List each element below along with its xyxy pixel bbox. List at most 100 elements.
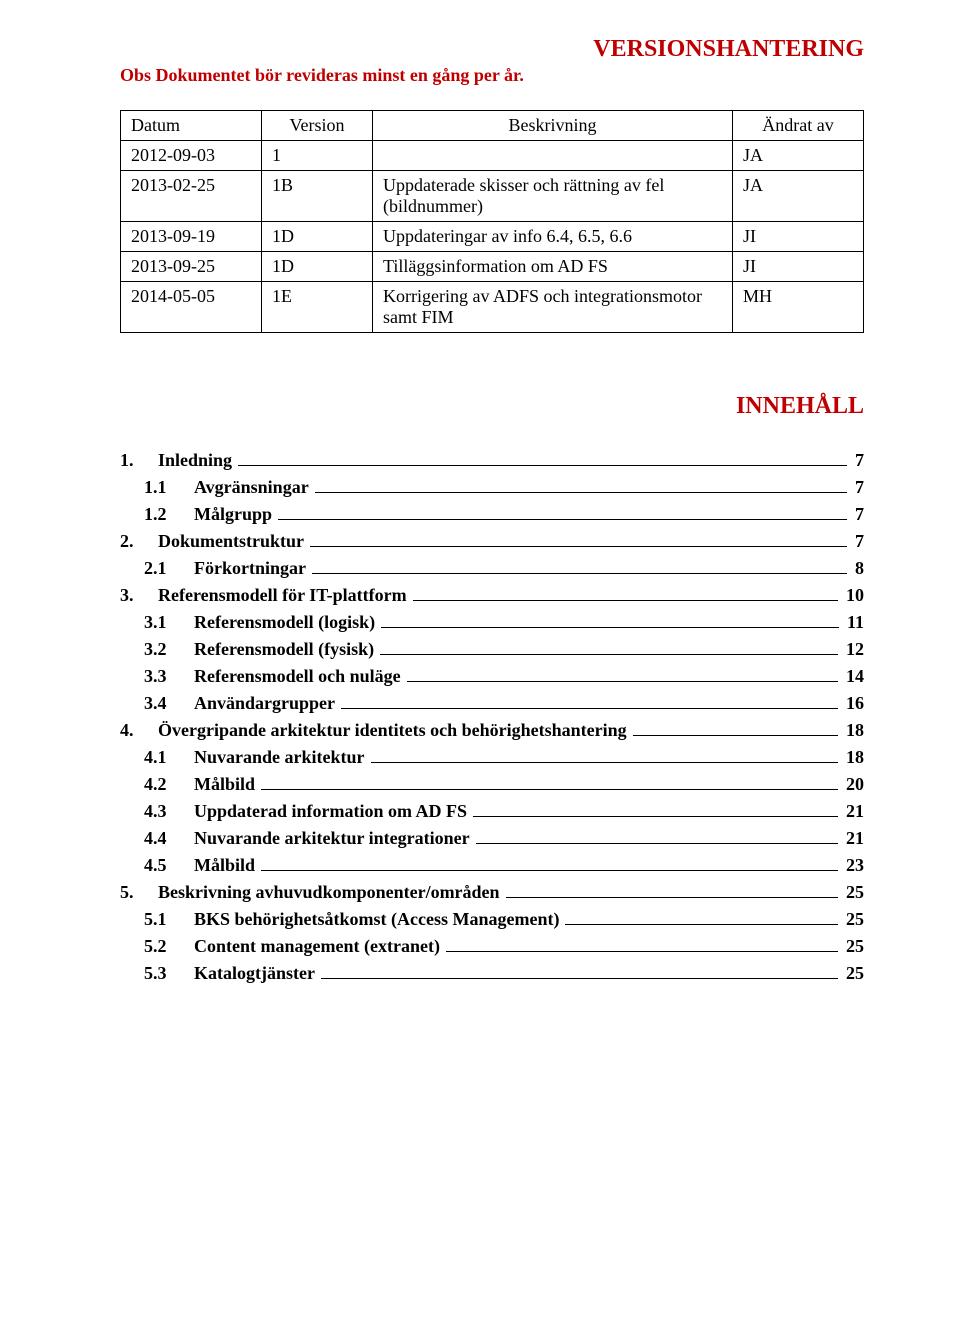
version-table: Datum Version Beskrivning Ändrat av 2012… (120, 110, 864, 333)
toc-text: Dokumentstruktur (158, 531, 304, 552)
toc-entry: 5.3Katalogtjänster25 (120, 963, 864, 984)
toc-page: 14 (846, 666, 864, 687)
cell-version: 1D (262, 252, 373, 282)
toc-page: 18 (846, 720, 864, 741)
toc-entry: 4. Övergripande arkitektur identitets och… (120, 720, 864, 741)
col-header-andrat-av: Ändrat av (733, 111, 864, 141)
toc-text: Nuvarande arkitektur (194, 747, 365, 768)
toc-text: Uppdaterad information om AD FS (194, 801, 467, 822)
toc-leader (407, 681, 838, 682)
toc-entry: 1. Inledning 7 (120, 450, 864, 471)
toc-leader (341, 708, 838, 709)
cell-beskrivning (373, 141, 733, 171)
toc: 1. Inledning 7 1.1 Avgränsningar 7 1.2 Målgrupp… (120, 450, 864, 984)
toc-text: Avgränsningar (194, 477, 309, 498)
toc-text: Övergripande arkitektur identitets och b… (158, 720, 627, 741)
toc-number: 1.1 (144, 477, 188, 498)
cell-datum: 2013-09-19 (121, 222, 262, 252)
toc-number: 5.2 (144, 936, 188, 957)
toc-text: Referensmodell för IT-plattform (158, 585, 407, 606)
toc-title: INNEHÅLL (120, 393, 864, 420)
toc-text: BKS behörighetsåtkomst (Access Managemen… (194, 909, 559, 930)
toc-text: Målbild (194, 774, 255, 795)
toc-text: Referensmodell (logisk) (194, 612, 375, 633)
toc-text: Nuvarande arkitektur integrationer (194, 828, 470, 849)
toc-number: 2.1 (144, 558, 188, 579)
toc-entry: 4.3 Uppdaterad information om AD FS 21 (120, 801, 864, 822)
toc-page: 7 (855, 531, 864, 552)
toc-number: 4. (120, 720, 152, 741)
cell-version: 1D (262, 222, 373, 252)
toc-entry: 5.Beskrivning avhuvudkomponenter/områden… (120, 882, 864, 903)
toc-leader (380, 654, 838, 655)
toc-number: 3. (120, 585, 152, 606)
toc-text: Målbild (194, 855, 255, 876)
toc-page: 25 (846, 936, 864, 957)
toc-leader (446, 951, 838, 952)
col-header-beskrivning: Beskrivning (373, 111, 733, 141)
toc-leader (312, 573, 847, 574)
toc-page: 25 (846, 882, 864, 903)
toc-number: 1.2 (144, 504, 188, 525)
toc-page: 18 (846, 747, 864, 768)
toc-entry: 3.4Användargrupper16 (120, 693, 864, 714)
toc-page: 7 (855, 450, 864, 471)
version-table-header-row: Datum Version Beskrivning Ändrat av (121, 111, 864, 141)
toc-text: Användargrupper (194, 693, 335, 714)
cell-andrat_av: MH (733, 282, 864, 333)
toc-entry: 2. Dokumentstruktur 7 (120, 531, 864, 552)
toc-number: 4.4 (144, 828, 188, 849)
toc-entry: 4.4Nuvarande arkitektur integrationer21 (120, 828, 864, 849)
cell-datum: 2014-05-05 (121, 282, 262, 333)
toc-number: 4.3 (144, 801, 188, 822)
toc-page: 21 (846, 801, 864, 822)
toc-entry: 1.2 Målgrupp 7 (120, 504, 864, 525)
cell-andrat_av: JA (733, 171, 864, 222)
page-title: VERSIONSHANTERING (120, 36, 864, 63)
cell-version: 1E (262, 282, 373, 333)
toc-page: 8 (855, 558, 864, 579)
toc-number: 5.3 (144, 963, 188, 984)
cell-datum: 2013-09-25 (121, 252, 262, 282)
toc-number: 2. (120, 531, 152, 552)
table-row: 2013-02-251BUppdaterade skisser och rätt… (121, 171, 864, 222)
toc-text: Beskrivning avhuvudkomponenter/områden (158, 882, 500, 903)
toc-text: Referensmodell och nuläge (194, 666, 401, 687)
toc-page: 7 (855, 504, 864, 525)
cell-beskrivning: Tilläggsinformation om AD FS (373, 252, 733, 282)
toc-leader (310, 546, 847, 547)
page-subtitle: Obs Dokumentet bör revideras minst en gå… (120, 65, 864, 86)
toc-entry: 3.3Referensmodell och nuläge14 (120, 666, 864, 687)
cell-andrat_av: JI (733, 222, 864, 252)
toc-page: 25 (846, 963, 864, 984)
toc-entry: 3.2Referensmodell (fysisk)12 (120, 639, 864, 660)
toc-leader (278, 519, 847, 520)
toc-leader (321, 978, 838, 979)
cell-version: 1B (262, 171, 373, 222)
toc-leader (565, 924, 838, 925)
toc-text: Referensmodell (fysisk) (194, 639, 374, 660)
toc-number: 1. (120, 450, 152, 471)
toc-leader (261, 789, 838, 790)
toc-leader (506, 897, 838, 898)
toc-entry: 5.1BKS behörighetsåtkomst (Access Manage… (120, 909, 864, 930)
toc-leader (371, 762, 839, 763)
toc-leader (473, 816, 838, 817)
toc-page: 20 (846, 774, 864, 795)
toc-leader (261, 870, 838, 871)
cell-andrat_av: JA (733, 141, 864, 171)
toc-entry: 4.2 Målbild 20 (120, 774, 864, 795)
toc-leader (381, 627, 839, 628)
toc-number: 4.2 (144, 774, 188, 795)
table-row: 2013-09-191DUppdateringar av info 6.4, 6… (121, 222, 864, 252)
toc-text: Målgrupp (194, 504, 272, 525)
toc-text: Inledning (158, 450, 232, 471)
cell-version: 1 (262, 141, 373, 171)
toc-page: 12 (846, 639, 864, 660)
toc-leader (633, 735, 838, 736)
cell-datum: 2013-02-25 (121, 171, 262, 222)
cell-beskrivning: Uppdateringar av info 6.4, 6.5, 6.6 (373, 222, 733, 252)
toc-page: 25 (846, 909, 864, 930)
cell-beskrivning: Korrigering av ADFS och integrationsmoto… (373, 282, 733, 333)
header-block: VERSIONSHANTERING Obs Dokumentet bör rev… (120, 36, 864, 86)
